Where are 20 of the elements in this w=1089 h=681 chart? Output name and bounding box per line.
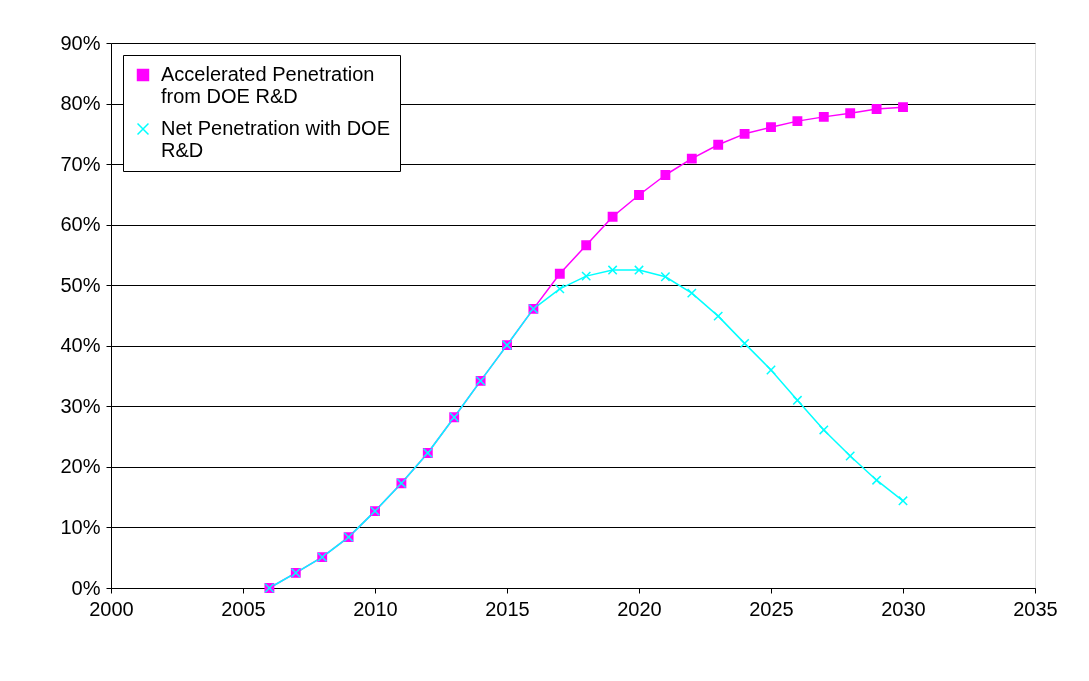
x-tick-label: 2020 (617, 597, 662, 620)
x-tick-label: 2015 (485, 597, 530, 620)
x-tick-label: 2025 (749, 597, 794, 620)
x-tick-label: 2035 (1013, 597, 1058, 620)
y-tick-label: 30% (60, 394, 101, 417)
y-tick-label: 0% (71, 576, 101, 599)
y-tick-label: 50% (60, 273, 101, 296)
legend-label: Accelerated Penetration from DOE R&D (161, 63, 375, 107)
x-tick-label: 2030 (881, 597, 926, 620)
legend-label: Net Penetration with DOE R&D (161, 117, 390, 161)
y-tick-label: 90% (60, 31, 101, 54)
x-tick-label: 2000 (89, 597, 134, 620)
x-tick-label: 2005 (221, 597, 266, 620)
y-tick-label: 60% (60, 213, 101, 236)
y-tick-label: 40% (60, 334, 101, 357)
y-tick-label: 70% (60, 152, 101, 175)
y-tick-label: 10% (60, 515, 101, 538)
y-tick-label: 80% (60, 92, 101, 115)
y-tick-label: 20% (60, 455, 101, 478)
x-tick-label: 2010 (353, 597, 398, 620)
